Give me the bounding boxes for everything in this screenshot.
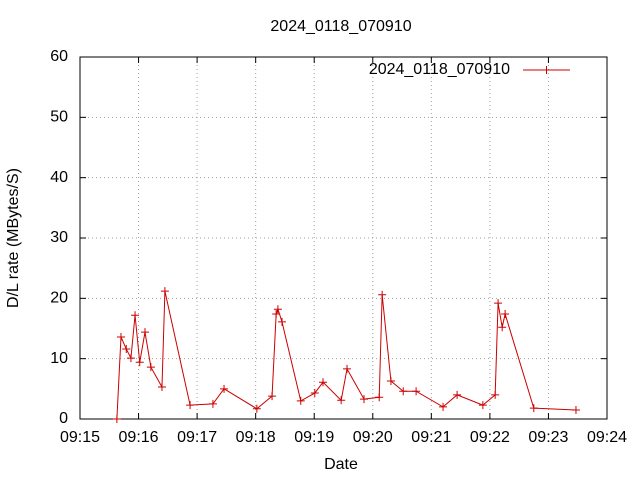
point	[494, 299, 503, 308]
x-tick-label: 09:24	[587, 429, 627, 446]
point	[278, 317, 287, 326]
point	[220, 384, 229, 393]
point	[501, 310, 510, 319]
point	[126, 354, 135, 363]
point	[498, 323, 507, 332]
point	[439, 402, 448, 411]
y-tick-label: 0	[59, 410, 68, 427]
point	[399, 387, 408, 396]
point	[319, 378, 328, 387]
chart-title: 2024_0118_070910	[270, 18, 411, 35]
x-tick-label: 09:22	[470, 429, 510, 446]
y-tick-label: 20	[50, 290, 68, 307]
point	[343, 364, 352, 373]
point	[131, 311, 140, 320]
point	[478, 401, 487, 410]
legend-marker	[542, 66, 551, 74]
y-tick-label: 10	[50, 350, 68, 367]
point	[122, 345, 131, 354]
plot-border	[79, 56, 608, 420]
point	[135, 358, 144, 367]
point	[252, 404, 261, 413]
y-tick-label: 40	[50, 169, 68, 186]
point	[186, 401, 195, 410]
point	[112, 415, 121, 423]
point	[337, 396, 346, 405]
point	[268, 392, 277, 401]
point	[310, 389, 319, 398]
point	[375, 393, 384, 402]
point	[157, 383, 166, 392]
point	[140, 328, 149, 337]
point	[272, 310, 281, 319]
x-axis-label: Date	[324, 456, 358, 473]
x-tick-label: 09:21	[411, 429, 451, 446]
point	[116, 332, 125, 341]
series-line	[116, 290, 576, 420]
x-tick-label: 09:23	[528, 429, 568, 446]
point	[296, 396, 305, 405]
y-tick-label: 50	[50, 109, 68, 126]
point	[273, 305, 282, 314]
x-tick-label: 09:19	[294, 429, 334, 446]
y-axis-label: D/L rate (MBytes/S)	[5, 168, 22, 308]
point	[160, 287, 169, 296]
point	[146, 363, 155, 372]
point	[359, 395, 368, 404]
x-tick-label: 09:18	[236, 429, 276, 446]
y-tick-label: 60	[50, 48, 68, 65]
x-tick-label: 09:16	[119, 429, 159, 446]
legend-label: 2024_0118_070910	[369, 61, 510, 78]
point	[491, 390, 500, 399]
x-tick-label: 09:17	[177, 429, 217, 446]
point	[571, 405, 580, 414]
point	[453, 390, 462, 399]
x-tick-label: 09:15	[60, 429, 100, 446]
point	[529, 404, 538, 413]
x-tick-label: 09:20	[353, 429, 393, 446]
point	[208, 399, 217, 408]
point	[412, 387, 421, 396]
point	[378, 290, 387, 299]
y-tick-label: 30	[50, 229, 68, 246]
point	[386, 376, 395, 385]
